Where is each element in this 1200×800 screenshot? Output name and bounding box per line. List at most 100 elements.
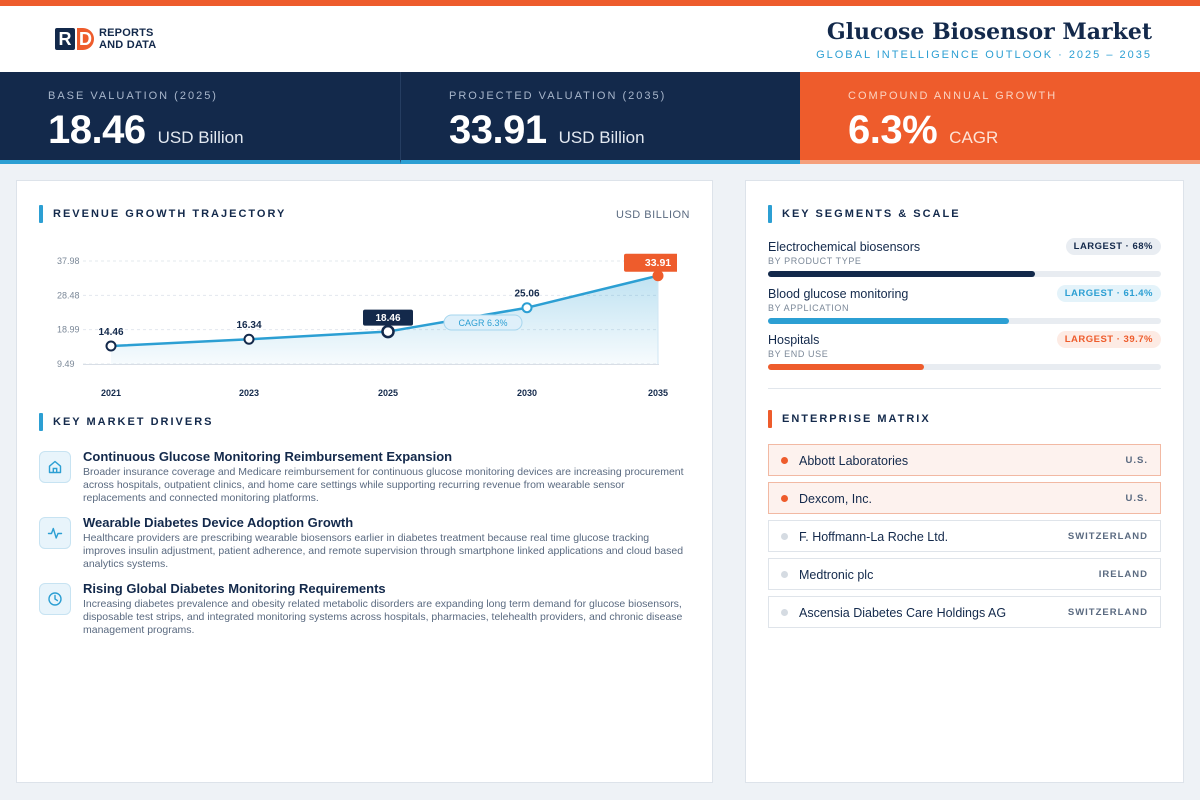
company-country: IRELAND (1098, 569, 1148, 580)
header: R D REPORTS AND DATA Glucose Biosensor M… (0, 6, 1200, 72)
logo-r-glyph: R (55, 28, 75, 50)
company-row[interactable]: Abbott Laboratories U.S. (768, 444, 1161, 476)
company-country: U.S. (1125, 493, 1148, 504)
y-tick-label: 28.48 (57, 290, 80, 300)
company-status-dot (781, 533, 788, 540)
data-label: 25.06 (514, 289, 539, 300)
data-point[interactable] (243, 333, 255, 345)
kpi-label: COMPOUND ANNUAL GROWTH (848, 90, 1058, 102)
kpi-label: PROJECTED VALUATION (2035) (449, 90, 667, 102)
section-divider (768, 388, 1161, 389)
company-row[interactable]: F. Hoffmann-La Roche Ltd. SWITZERLAND (768, 520, 1161, 552)
logo-line-1: REPORTS (99, 27, 154, 39)
cagr-pill-label: CAGR 6.3% (458, 318, 507, 328)
kpi-projected-valuation: PROJECTED VALUATION (2035) 33.91 USD Bil… (400, 72, 800, 164)
kpi-unit: CAGR (949, 128, 999, 147)
kpi-unit: USD Billion (558, 128, 645, 147)
section-title: KEY MARKET DRIVERS (53, 416, 214, 428)
driver-description: Healthcare providers are prescribing wea… (83, 532, 684, 570)
x-tick-label: 2021 (101, 388, 121, 398)
segment-category: BY END USE (768, 349, 829, 359)
reports-and-data-logo[interactable]: R D REPORTS AND DATA (55, 27, 156, 51)
segment-bar-track (768, 364, 1161, 370)
data-label: 14.46 (98, 327, 123, 338)
company-row[interactable]: Ascensia Diabetes Care Holdings AG SWITZ… (768, 596, 1161, 628)
company-country: SWITZERLAND (1067, 531, 1148, 542)
segment-share-badge: LARGEST · 39.7% (1056, 331, 1161, 348)
data-point[interactable] (652, 270, 664, 282)
driver-title: Continuous Glucose Monitoring Reimbursem… (83, 449, 453, 464)
logo-mark: R D (55, 28, 94, 50)
data-label: 33.91 (645, 257, 671, 269)
kpi-label: BASE VALUATION (2025) (48, 90, 218, 102)
company-country: SWITZERLAND (1067, 607, 1148, 618)
segment-share-badge: LARGEST · 61.4% (1056, 285, 1161, 302)
company-name: Medtronic plc (799, 568, 874, 582)
x-tick-label: 2023 (239, 388, 259, 398)
kpi-value-row: 18.46 USD Billion (48, 108, 352, 153)
company-row[interactable]: Dexcom, Inc. U.S. (768, 482, 1161, 514)
driver-title: Wearable Diabetes Device Adoption Growth (83, 515, 354, 530)
kpi-unit: USD Billion (157, 128, 244, 147)
company-status-dot (781, 609, 788, 616)
y-tick-label: 9.49 (57, 359, 75, 369)
x-tick-label: 2030 (517, 388, 537, 398)
kpi-value: 18.46 (48, 108, 146, 152)
data-label: 16.34 (236, 320, 261, 331)
segment-bar-fill (768, 318, 1010, 324)
projected-value-callout (624, 253, 677, 272)
data-point[interactable] (521, 302, 533, 314)
section-accent-bar (39, 413, 43, 431)
segment-share-badge: LARGEST · 68% (1065, 238, 1161, 255)
logo-text: REPORTS AND DATA (99, 27, 156, 51)
kpi-row: BASE VALUATION (2025) 18.46 USD Billion … (0, 72, 1200, 164)
segment-category: BY APPLICATION (768, 303, 850, 313)
left-panel: REVENUE GROWTH TRAJECTORY USD BILLION 9.… (16, 180, 713, 783)
logo-d-glyph: D (77, 28, 94, 50)
company-status-dot (781, 495, 788, 502)
y-tick-label: 37.98 (57, 256, 80, 266)
kpi-value: 33.91 (449, 108, 547, 152)
driver-title: Rising Global Diabetes Monitoring Requir… (83, 581, 386, 596)
cagr-pill: CAGR 6.3% (443, 314, 523, 331)
data-point[interactable] (381, 324, 395, 339)
page-title: Glucose Biosensor Market (826, 19, 1152, 45)
company-row[interactable]: Medtronic plc IRELAND (768, 558, 1161, 590)
segment-bar-fill (768, 364, 925, 370)
company-name: Ascensia Diabetes Care Holdings AG (799, 606, 1007, 620)
top-accent-bar (0, 0, 1200, 6)
company-status-dot (781, 571, 788, 578)
segment-name: Electrochemical biosensors (768, 240, 921, 254)
enterprise-section-header: ENTERPRISE MATRIX (768, 410, 931, 428)
base-value-callout (363, 309, 413, 326)
cagr-pill-bg (443, 314, 523, 331)
section-accent-bar (39, 205, 43, 223)
company-name: Dexcom, Inc. (799, 492, 872, 506)
segment-bar-track (768, 318, 1161, 324)
logo-line-2: AND DATA (99, 39, 157, 51)
pulse-icon (39, 517, 71, 549)
page-subtitle: GLOBAL INTELLIGENCE OUTLOOK · 2025 – 203… (816, 49, 1152, 61)
chart-unit-label: USD BILLION (616, 209, 690, 221)
segment-category: BY PRODUCT TYPE (768, 256, 862, 266)
segments-section-header: KEY SEGMENTS & SCALE (768, 205, 961, 223)
clock-icon (39, 583, 71, 615)
section-title: KEY SEGMENTS & SCALE (782, 208, 961, 220)
x-tick-label: 2035 (648, 388, 668, 398)
section-accent-bar (768, 410, 772, 428)
data-label: 18.46 (375, 313, 400, 324)
drivers-section-header: KEY MARKET DRIVERS (39, 413, 213, 431)
kpi-value-row: 33.91 USD Billion (449, 108, 752, 153)
section-title: ENTERPRISE MATRIX (782, 413, 931, 425)
kpi-value-row: 6.3% CAGR (848, 108, 1152, 153)
y-tick-label: 18.99 (57, 325, 80, 335)
segment-bar-fill (768, 271, 1036, 277)
section-accent-bar (768, 205, 772, 223)
segment-name: Hospitals (768, 333, 820, 347)
home-icon (39, 451, 71, 483)
kpi-value: 6.3% (848, 108, 938, 152)
section-title: REVENUE GROWTH TRAJECTORY (53, 208, 287, 220)
driver-description: Broader insurance coverage and Medicare … (83, 466, 684, 504)
segment-bar-track (768, 271, 1161, 277)
data-point[interactable] (105, 340, 117, 352)
